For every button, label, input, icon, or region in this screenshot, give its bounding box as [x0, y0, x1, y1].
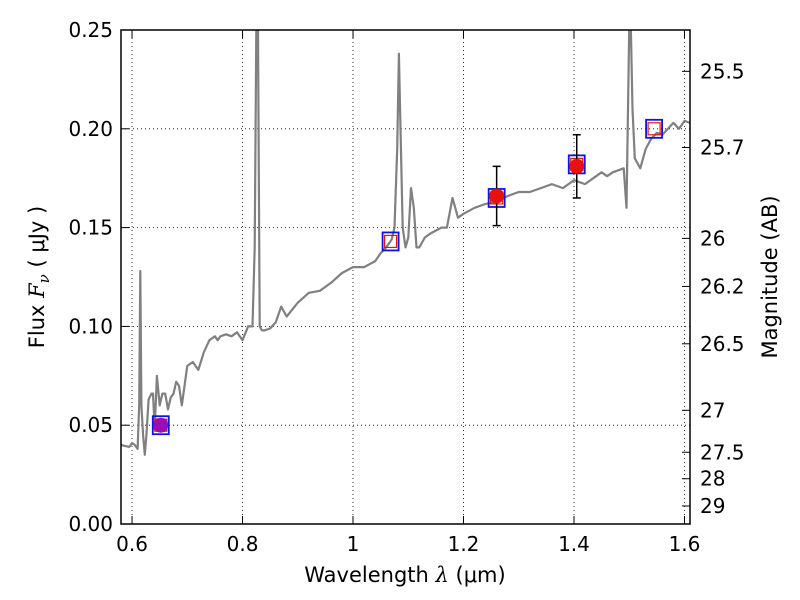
j-band-point: [489, 188, 505, 204]
y2-tick-label: 25.5: [700, 59, 745, 83]
model-square-outer: [381, 231, 400, 252]
y-tick-label: 0.20: [68, 117, 113, 141]
y2-tick-label: 25.7: [700, 135, 745, 159]
x-axis-label: Wavelength λ (μm): [304, 563, 505, 587]
model-square-inner: [647, 122, 661, 136]
model-square-inner: [383, 234, 398, 249]
y2-tick-label: 26.2: [700, 274, 745, 298]
y2-tick-label: 26.5: [700, 332, 745, 356]
y2-tick-label: 29: [700, 494, 725, 518]
y2-tick-label: 28: [700, 467, 725, 491]
x-tick-label: 1.4: [558, 532, 590, 556]
y2-tick-label: 26: [700, 226, 725, 250]
photometry-layer: [151, 118, 663, 436]
grid-lines: [121, 29, 690, 525]
y2-tick-label: 27: [700, 398, 725, 422]
spectrum-layer: [121, 30, 690, 456]
jh-band-point: [569, 158, 585, 174]
y-tick-label: 0.05: [68, 413, 113, 437]
x-tick-label: 1: [347, 532, 360, 556]
x-tick-label: 1.6: [669, 532, 701, 556]
y2-tick-label: 27.5: [700, 440, 745, 464]
y2-axis-label: Magnitude (AB): [758, 195, 782, 358]
x-tick-label: 0.8: [227, 532, 259, 556]
x-tick-label: 0.6: [116, 532, 148, 556]
x-tick-label: 1.2: [448, 532, 480, 556]
y-tick-label: 0.10: [68, 314, 113, 338]
model-square-outer: [151, 415, 170, 436]
v-band-point: [153, 417, 169, 433]
axis-ticks: 0.6 0.8 1 1.2 1.4 1.6 0.00 0.05 0.10 0.15 0.20 0.25…: [68, 18, 744, 556]
y-tick-label: 0.25: [68, 18, 113, 42]
plot-frame: [120, 29, 691, 525]
y-tick-label: 0.15: [68, 216, 113, 240]
y-axis-label: Flux Fν ( μJy ): [25, 206, 53, 348]
y-tick-label: 0.00: [68, 512, 113, 536]
spectrum-line: [121, 30, 690, 456]
model-square-outer: [645, 118, 663, 139]
